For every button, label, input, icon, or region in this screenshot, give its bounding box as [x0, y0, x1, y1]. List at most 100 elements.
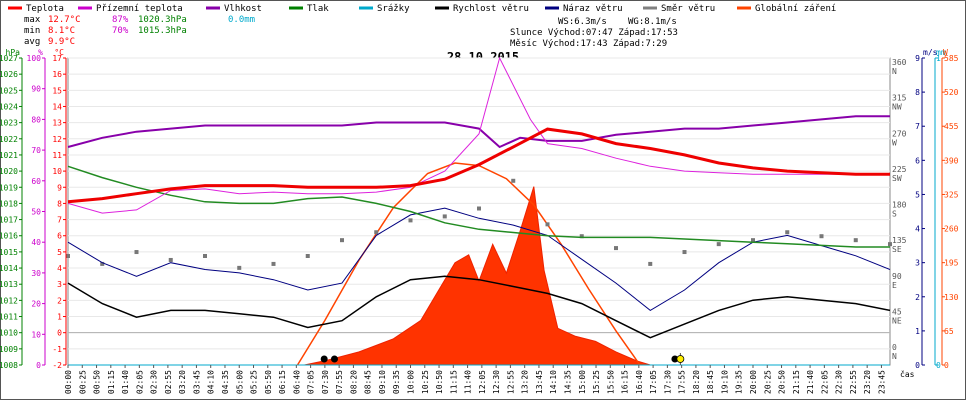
x-tick-label: 15:50 [606, 370, 615, 394]
direction-cardinal-label: N [892, 352, 897, 361]
x-tick-label: 14:35 [563, 370, 572, 394]
pressure-tick-label: 1024 [0, 102, 18, 111]
x-tick-label: 20:50 [778, 370, 787, 394]
legend-label: Globální záření [755, 4, 836, 14]
x-tick-label: 08:20 [349, 370, 358, 394]
direction-cardinal-label: S [892, 210, 897, 219]
temperature-tick-label: 4 [57, 264, 62, 273]
x-tick-label: 10:50 [435, 370, 444, 394]
wind_speed-tick-label: 5 [915, 190, 920, 199]
pressure-tick-label: 1009 [0, 345, 18, 354]
x-tick-label: 04:35 [221, 370, 230, 394]
x-tick-label: 13:45 [535, 370, 544, 394]
direction-tick-label: 225 [892, 165, 907, 174]
x-tick-label: 14:10 [549, 370, 558, 394]
humidity-axis-unit: % [38, 48, 43, 57]
radiation-tick-label: 325 [944, 190, 959, 199]
legend-label: Srážky [377, 4, 410, 14]
x-tick-label: 09:10 [378, 370, 387, 394]
radiation-tick-label: 585 [944, 54, 959, 63]
wind-speed-line [67, 275, 891, 339]
x-tick-label: 11:40 [464, 370, 473, 394]
wind-direction-point [408, 218, 413, 223]
direction-tick-label: 0 [892, 343, 897, 352]
stat-pressure: 1020.3hPa [138, 15, 187, 25]
stat-label: max [24, 15, 41, 25]
stats-block: max 12.7°C 87% 1020.3hPa 0.0mm min 8.1°C 70% 101… [24, 15, 255, 47]
wind-direction-point [271, 261, 276, 266]
temperature-tick-label: 8 [57, 199, 62, 208]
x-tick-label: 15:25 [592, 370, 601, 394]
x-tick-label: 07:30 [321, 370, 330, 394]
x-tick-label: 16:15 [621, 370, 630, 394]
pressure-tick-label: 1025 [0, 86, 18, 95]
pressure-tick-label: 1011 [0, 313, 18, 322]
x-tick-label: 17:30 [663, 370, 672, 394]
x-axis-label: čas [900, 369, 915, 379]
legend-label: Vlhkost [224, 4, 262, 14]
direction-tick-label: 45 [892, 307, 902, 316]
humidity-tick-label: 10 [31, 330, 41, 339]
temperature-tick-label: 16 [52, 70, 62, 79]
direction-tick-label: 180 [892, 201, 907, 210]
stat-humidity: 87% [112, 15, 129, 25]
temperature-line [67, 127, 890, 204]
radiation-tick-label: 520 [944, 88, 959, 97]
x-tick-label: 00:50 [93, 370, 102, 394]
wind-direction-point [477, 206, 481, 211]
pressure-tick-label: 1016 [0, 232, 18, 241]
x-tick-label: 10:00 [407, 370, 416, 394]
direction-tick-label: 135 [892, 236, 907, 245]
legend-label: Náraz větru [563, 4, 623, 14]
x-tick-label: 15:00 [578, 370, 587, 394]
temperature-tick-label: 17 [52, 54, 62, 63]
pressure-tick-label: 1013 [0, 280, 18, 289]
wind_speed-tick-label: 2 [915, 293, 920, 302]
info-wg: WG:8.1m/s [628, 17, 677, 27]
wind-direction-point [751, 238, 755, 243]
info-sun: Slunce Východ:07:47 Západ:17:53 [510, 28, 678, 38]
legend-label: Teplota [26, 4, 64, 14]
direction-cardinal-label: SE [892, 245, 902, 254]
pressure-tick-label: 1019 [0, 183, 18, 192]
humidity-tick-label: 40 [31, 238, 41, 247]
pressure-tick-label: 1027 [0, 54, 18, 63]
temperature-tick-label: -1 [52, 345, 62, 354]
x-tick-label: 19:10 [720, 370, 729, 394]
temperature-tick-label: 9 [57, 183, 62, 192]
pressure-tick-label: 1023 [0, 119, 18, 128]
stat-label: min [24, 26, 40, 36]
wind-direction-point [66, 254, 70, 258]
x-tick-label: 22:30 [835, 370, 844, 394]
legend-label: Směr větru [661, 4, 715, 14]
x-tick-label: 06:15 [278, 370, 287, 394]
x-tick-label: 10:25 [421, 370, 430, 394]
humidity-tick-label: 50 [31, 208, 41, 217]
moonrise-marker [671, 355, 679, 363]
wind_speed-axis-unit: m/s [923, 48, 938, 57]
x-tick-label: 12:05 [478, 370, 487, 394]
legend-label: Rychlost větru [453, 4, 529, 14]
x-tick-label: 23:20 [863, 370, 872, 394]
wind_speed-tick-label: 4 [915, 225, 920, 234]
pressure-tick-label: 1022 [0, 135, 18, 144]
direction-tick-label: 360 [892, 58, 907, 67]
legend-label: Tlak [307, 4, 329, 14]
wind-direction-point [374, 230, 379, 235]
info-ws: WS:6.3m/s [558, 17, 607, 27]
temperature-tick-label: 1 [57, 313, 62, 322]
humidity-tick-label: 90 [31, 85, 41, 94]
right-axes: 0N45NE90E135SE180S225SW270W315NW360Nm/s0… [892, 48, 959, 370]
x-axis: 00:00 00:25 00:50 01:15 01:40 02:05 02:30 02:55… [64, 365, 915, 394]
stat-label: avg [24, 37, 40, 47]
x-tick-label: 22:55 [849, 370, 858, 394]
temperature-tick-label: 6 [57, 232, 62, 241]
pressure-tick-label: 1018 [0, 199, 18, 208]
x-tick-label: 05:50 [264, 370, 273, 394]
wind_speed-tick-label: 0 [915, 361, 920, 370]
pressure-tick-label: 1026 [0, 70, 18, 79]
radiation-tick-label: 260 [944, 225, 959, 234]
x-tick-label: 19:35 [735, 370, 744, 394]
x-tick-label: 02:55 [164, 370, 173, 394]
